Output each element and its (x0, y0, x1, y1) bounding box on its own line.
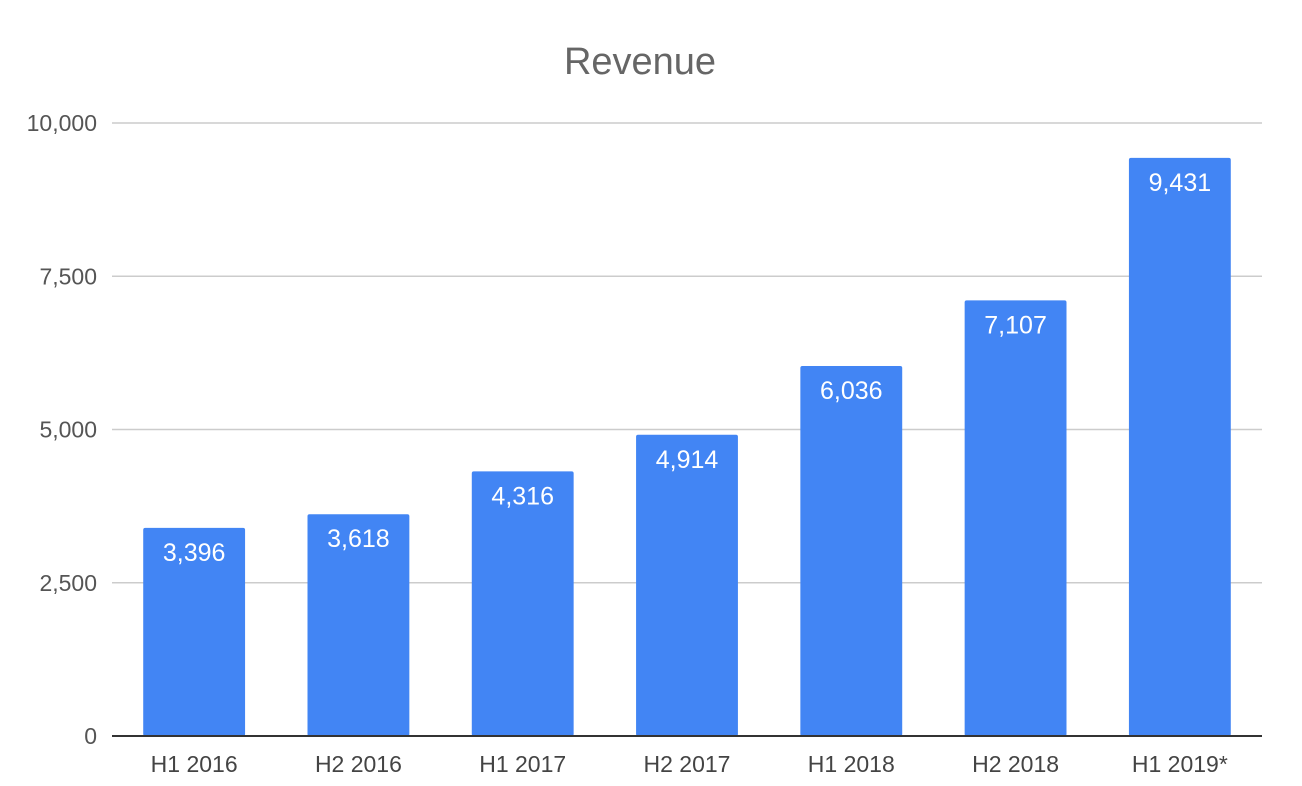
y-axis-tick-labels: 0 2,500 5,000 7,500 10,000 (27, 110, 97, 749)
bar-value-label: 3,618 (327, 525, 390, 553)
bar (471, 471, 574, 736)
chart-title: Revenue (564, 41, 716, 83)
y-tick-label: 2,500 (39, 570, 97, 596)
x-tick-label: H1 2017 (479, 751, 566, 777)
bar (1128, 157, 1231, 736)
x-axis-tick-labels: H1 2016 H2 2016 H1 2017 H2 2017 H1 2018 H2 20… (151, 751, 1228, 777)
bar-value-label: 4,914 (656, 446, 719, 474)
bar-value-label: 6,036 (820, 377, 883, 405)
bar-value-label: 3,396 (163, 539, 226, 567)
y-tick-label: 10,000 (27, 110, 97, 136)
bar-value-label: 7,107 (984, 311, 1047, 339)
x-tick-label: H2 2016 (315, 751, 402, 777)
x-tick-label: H1 2019* (1132, 751, 1228, 777)
bar (800, 365, 903, 736)
bars (143, 157, 1231, 736)
y-tick-label: 7,500 (39, 263, 97, 289)
bar-value-label: 9,431 (1149, 169, 1212, 197)
y-tick-label: 5,000 (39, 417, 97, 443)
x-tick-label: H1 2018 (808, 751, 895, 777)
bar-value-labels: 3,396 3,618 4,316 4,914 6,036 7,107 9,431 (163, 169, 1211, 567)
bar (143, 527, 246, 736)
bar (307, 514, 410, 736)
y-tick-label: 0 (84, 723, 97, 749)
x-tick-label: H2 2018 (972, 751, 1059, 777)
x-tick-label: H1 2016 (151, 751, 238, 777)
bar (636, 434, 738, 736)
bar (964, 300, 1067, 736)
x-tick-label: H2 2017 (644, 751, 731, 777)
bar-value-label: 4,316 (491, 482, 554, 510)
